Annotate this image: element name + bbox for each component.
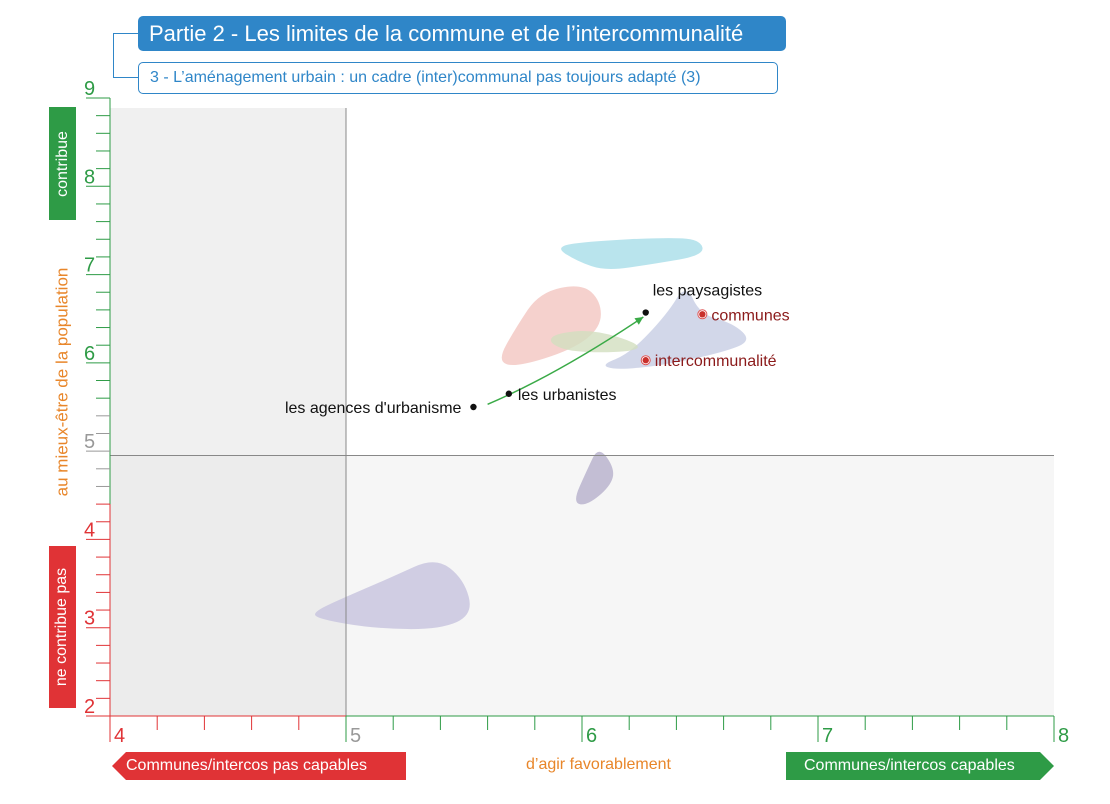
x-tick-label: 6 — [586, 725, 597, 747]
data-point-label: les agences d'urbanisme — [285, 400, 462, 417]
data-point — [642, 357, 649, 364]
chart-background — [110, 108, 1054, 716]
header-bracket-top — [113, 33, 138, 34]
y-tick-label: 3 — [84, 608, 95, 630]
region-blob-4 — [576, 451, 614, 505]
data-point-label: intercommunalité — [655, 353, 777, 370]
header-bracket — [113, 33, 114, 77]
xlabel: d’agir favorablement — [526, 756, 671, 773]
y-tick-label: 8 — [84, 166, 95, 188]
region-blob-2 — [605, 291, 747, 369]
y-tick-label: 9 — [84, 78, 95, 100]
ylabel: au mieux-être de la population — [52, 267, 72, 497]
region-blob-0 — [561, 238, 703, 269]
xlabel-right-tab: Communes/intercos capables — [786, 752, 1054, 780]
trend-arrow — [487, 316, 644, 406]
ylabel-top-tab: contribue — [49, 107, 76, 220]
trend-arrow-head — [634, 316, 644, 325]
quadrant-corner-shade — [110, 455, 346, 716]
ylabel-bottom-tab: ne contribue pas — [49, 546, 76, 708]
x-tick-label: 8 — [1058, 725, 1069, 747]
data-point — [642, 309, 649, 316]
page-subtitle: 3 - L’aménagement urbain : un cadre (int… — [138, 62, 778, 94]
region-blob-5 — [315, 562, 470, 630]
y-tick-label: 2 — [84, 696, 95, 718]
xlabel-left-tab: Communes/intercos pas capables — [112, 752, 406, 780]
data-point-label: les urbanistes — [518, 387, 617, 404]
x-tick-label: 4 — [114, 725, 125, 747]
header-bracket-bottom — [113, 77, 138, 78]
chart-axes: 2 3 4 5 6 7 8 9 4 5 6 7 8 — [84, 78, 1069, 747]
xlabel-right: Communes/intercos capables — [804, 757, 1015, 774]
data-point-label: communes — [711, 307, 789, 324]
chart-marks: les agences d'urbanisme les urbanistes les… — [285, 283, 790, 417]
ylabel-top: contribue — [53, 130, 71, 197]
region-blob-3 — [550, 331, 638, 353]
data-point — [470, 403, 477, 411]
y-tick-label: 4 — [84, 519, 95, 541]
y-tick-label: 6 — [84, 343, 95, 365]
chart-regions — [315, 238, 747, 630]
x-tick-label: 7 — [822, 725, 833, 747]
page-title: Partie 2 - Les limites de la commune et … — [138, 16, 786, 51]
y-tick-label: 5 — [84, 431, 95, 453]
y-tick-label: 7 — [84, 255, 95, 277]
data-point-label: les paysagistes — [653, 283, 762, 300]
x-tick-label: 5 — [350, 725, 361, 747]
ylabel-main-wrap: au mieux-être de la population — [49, 232, 76, 532]
data-point — [699, 311, 706, 318]
ylabel-bottom: ne contribue pas — [53, 567, 71, 687]
data-point — [505, 390, 513, 397]
xlabel-left: Communes/intercos pas capables — [126, 757, 368, 774]
